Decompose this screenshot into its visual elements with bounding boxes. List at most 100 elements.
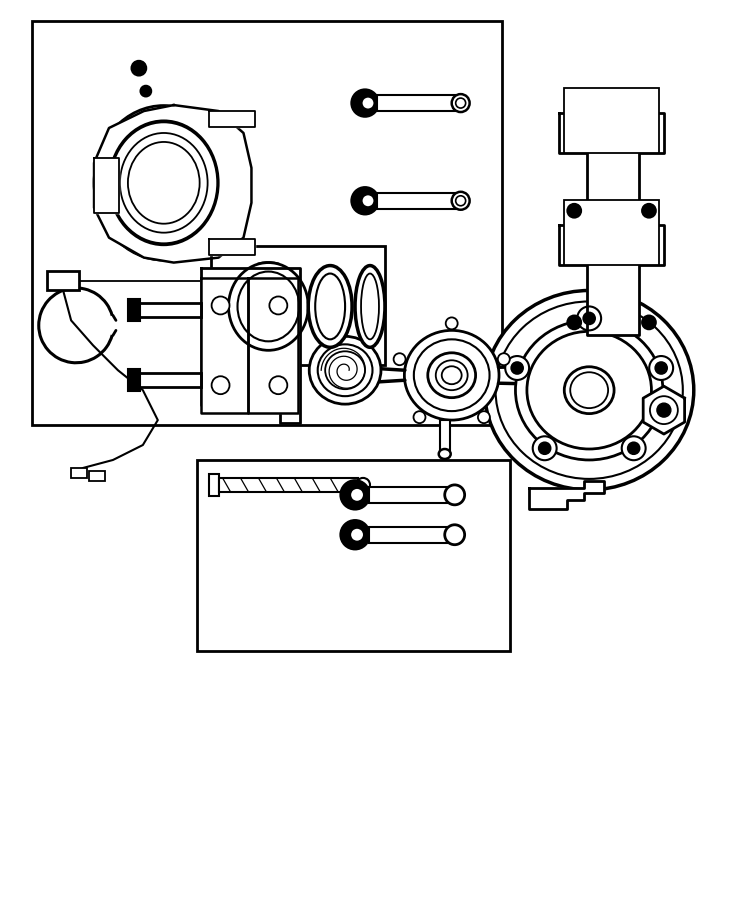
Circle shape xyxy=(657,403,671,417)
Bar xyxy=(133,374,201,387)
Ellipse shape xyxy=(141,86,151,96)
Bar xyxy=(89,471,105,481)
Ellipse shape xyxy=(496,302,682,479)
Circle shape xyxy=(622,436,645,460)
Polygon shape xyxy=(643,386,685,434)
Ellipse shape xyxy=(238,272,299,341)
Ellipse shape xyxy=(308,266,352,347)
Polygon shape xyxy=(209,111,256,127)
Ellipse shape xyxy=(456,98,465,108)
Polygon shape xyxy=(559,225,664,336)
Circle shape xyxy=(446,318,458,329)
Circle shape xyxy=(505,356,529,380)
Bar xyxy=(210,246,385,365)
Bar xyxy=(47,271,79,291)
Circle shape xyxy=(583,312,595,324)
Circle shape xyxy=(413,411,425,423)
Bar xyxy=(219,478,358,492)
Circle shape xyxy=(642,203,656,218)
Ellipse shape xyxy=(413,339,490,411)
Bar xyxy=(377,193,456,209)
Ellipse shape xyxy=(439,449,451,459)
Bar xyxy=(228,263,308,350)
Ellipse shape xyxy=(564,367,614,414)
Ellipse shape xyxy=(341,481,369,508)
Ellipse shape xyxy=(228,263,308,350)
Ellipse shape xyxy=(571,373,608,408)
Ellipse shape xyxy=(120,133,207,233)
Ellipse shape xyxy=(428,353,476,398)
Circle shape xyxy=(568,315,581,329)
Circle shape xyxy=(511,362,523,374)
Ellipse shape xyxy=(442,366,462,384)
Ellipse shape xyxy=(352,188,378,213)
Ellipse shape xyxy=(318,345,373,396)
Ellipse shape xyxy=(356,478,370,492)
Ellipse shape xyxy=(516,320,663,460)
Bar xyxy=(209,474,219,496)
Ellipse shape xyxy=(452,192,470,210)
Circle shape xyxy=(498,353,510,365)
Ellipse shape xyxy=(445,525,465,544)
Ellipse shape xyxy=(352,90,378,116)
Ellipse shape xyxy=(120,133,207,233)
Bar xyxy=(196,460,511,652)
Ellipse shape xyxy=(456,196,465,206)
Circle shape xyxy=(270,376,288,394)
Ellipse shape xyxy=(485,291,694,490)
Circle shape xyxy=(628,442,639,454)
Circle shape xyxy=(577,306,601,330)
Ellipse shape xyxy=(309,337,381,404)
Ellipse shape xyxy=(445,485,465,505)
Circle shape xyxy=(478,411,490,423)
Ellipse shape xyxy=(94,105,233,260)
Bar xyxy=(564,200,659,265)
Ellipse shape xyxy=(452,94,470,112)
Circle shape xyxy=(393,353,405,365)
Ellipse shape xyxy=(315,274,345,339)
Bar xyxy=(71,468,87,478)
Circle shape xyxy=(650,396,678,424)
Ellipse shape xyxy=(109,121,219,245)
Polygon shape xyxy=(248,277,299,413)
Bar xyxy=(369,487,447,503)
Bar xyxy=(377,95,456,111)
Polygon shape xyxy=(201,267,300,423)
Circle shape xyxy=(655,362,667,374)
Ellipse shape xyxy=(361,274,379,339)
Circle shape xyxy=(642,315,656,329)
Ellipse shape xyxy=(110,122,218,244)
Bar xyxy=(128,369,140,392)
Polygon shape xyxy=(94,105,251,263)
Bar xyxy=(133,303,201,318)
Ellipse shape xyxy=(350,488,364,502)
Ellipse shape xyxy=(405,330,499,420)
Circle shape xyxy=(533,436,556,460)
Polygon shape xyxy=(559,113,664,224)
Ellipse shape xyxy=(362,194,374,207)
Ellipse shape xyxy=(341,521,369,549)
Ellipse shape xyxy=(350,527,364,542)
Polygon shape xyxy=(201,277,248,413)
Ellipse shape xyxy=(132,61,146,76)
Polygon shape xyxy=(529,481,604,508)
Circle shape xyxy=(212,376,230,394)
Ellipse shape xyxy=(527,331,651,449)
Bar xyxy=(33,22,502,425)
Circle shape xyxy=(539,442,551,454)
Circle shape xyxy=(212,296,230,314)
Circle shape xyxy=(270,296,288,314)
Polygon shape xyxy=(209,238,256,255)
Bar xyxy=(128,300,140,321)
Polygon shape xyxy=(94,158,119,212)
Ellipse shape xyxy=(325,351,365,389)
Bar xyxy=(439,420,450,452)
Bar xyxy=(564,88,659,153)
Bar xyxy=(369,526,447,543)
Ellipse shape xyxy=(355,266,385,347)
Ellipse shape xyxy=(128,142,199,224)
Ellipse shape xyxy=(362,96,374,110)
Ellipse shape xyxy=(436,360,468,391)
Circle shape xyxy=(568,203,581,218)
Ellipse shape xyxy=(130,144,198,221)
